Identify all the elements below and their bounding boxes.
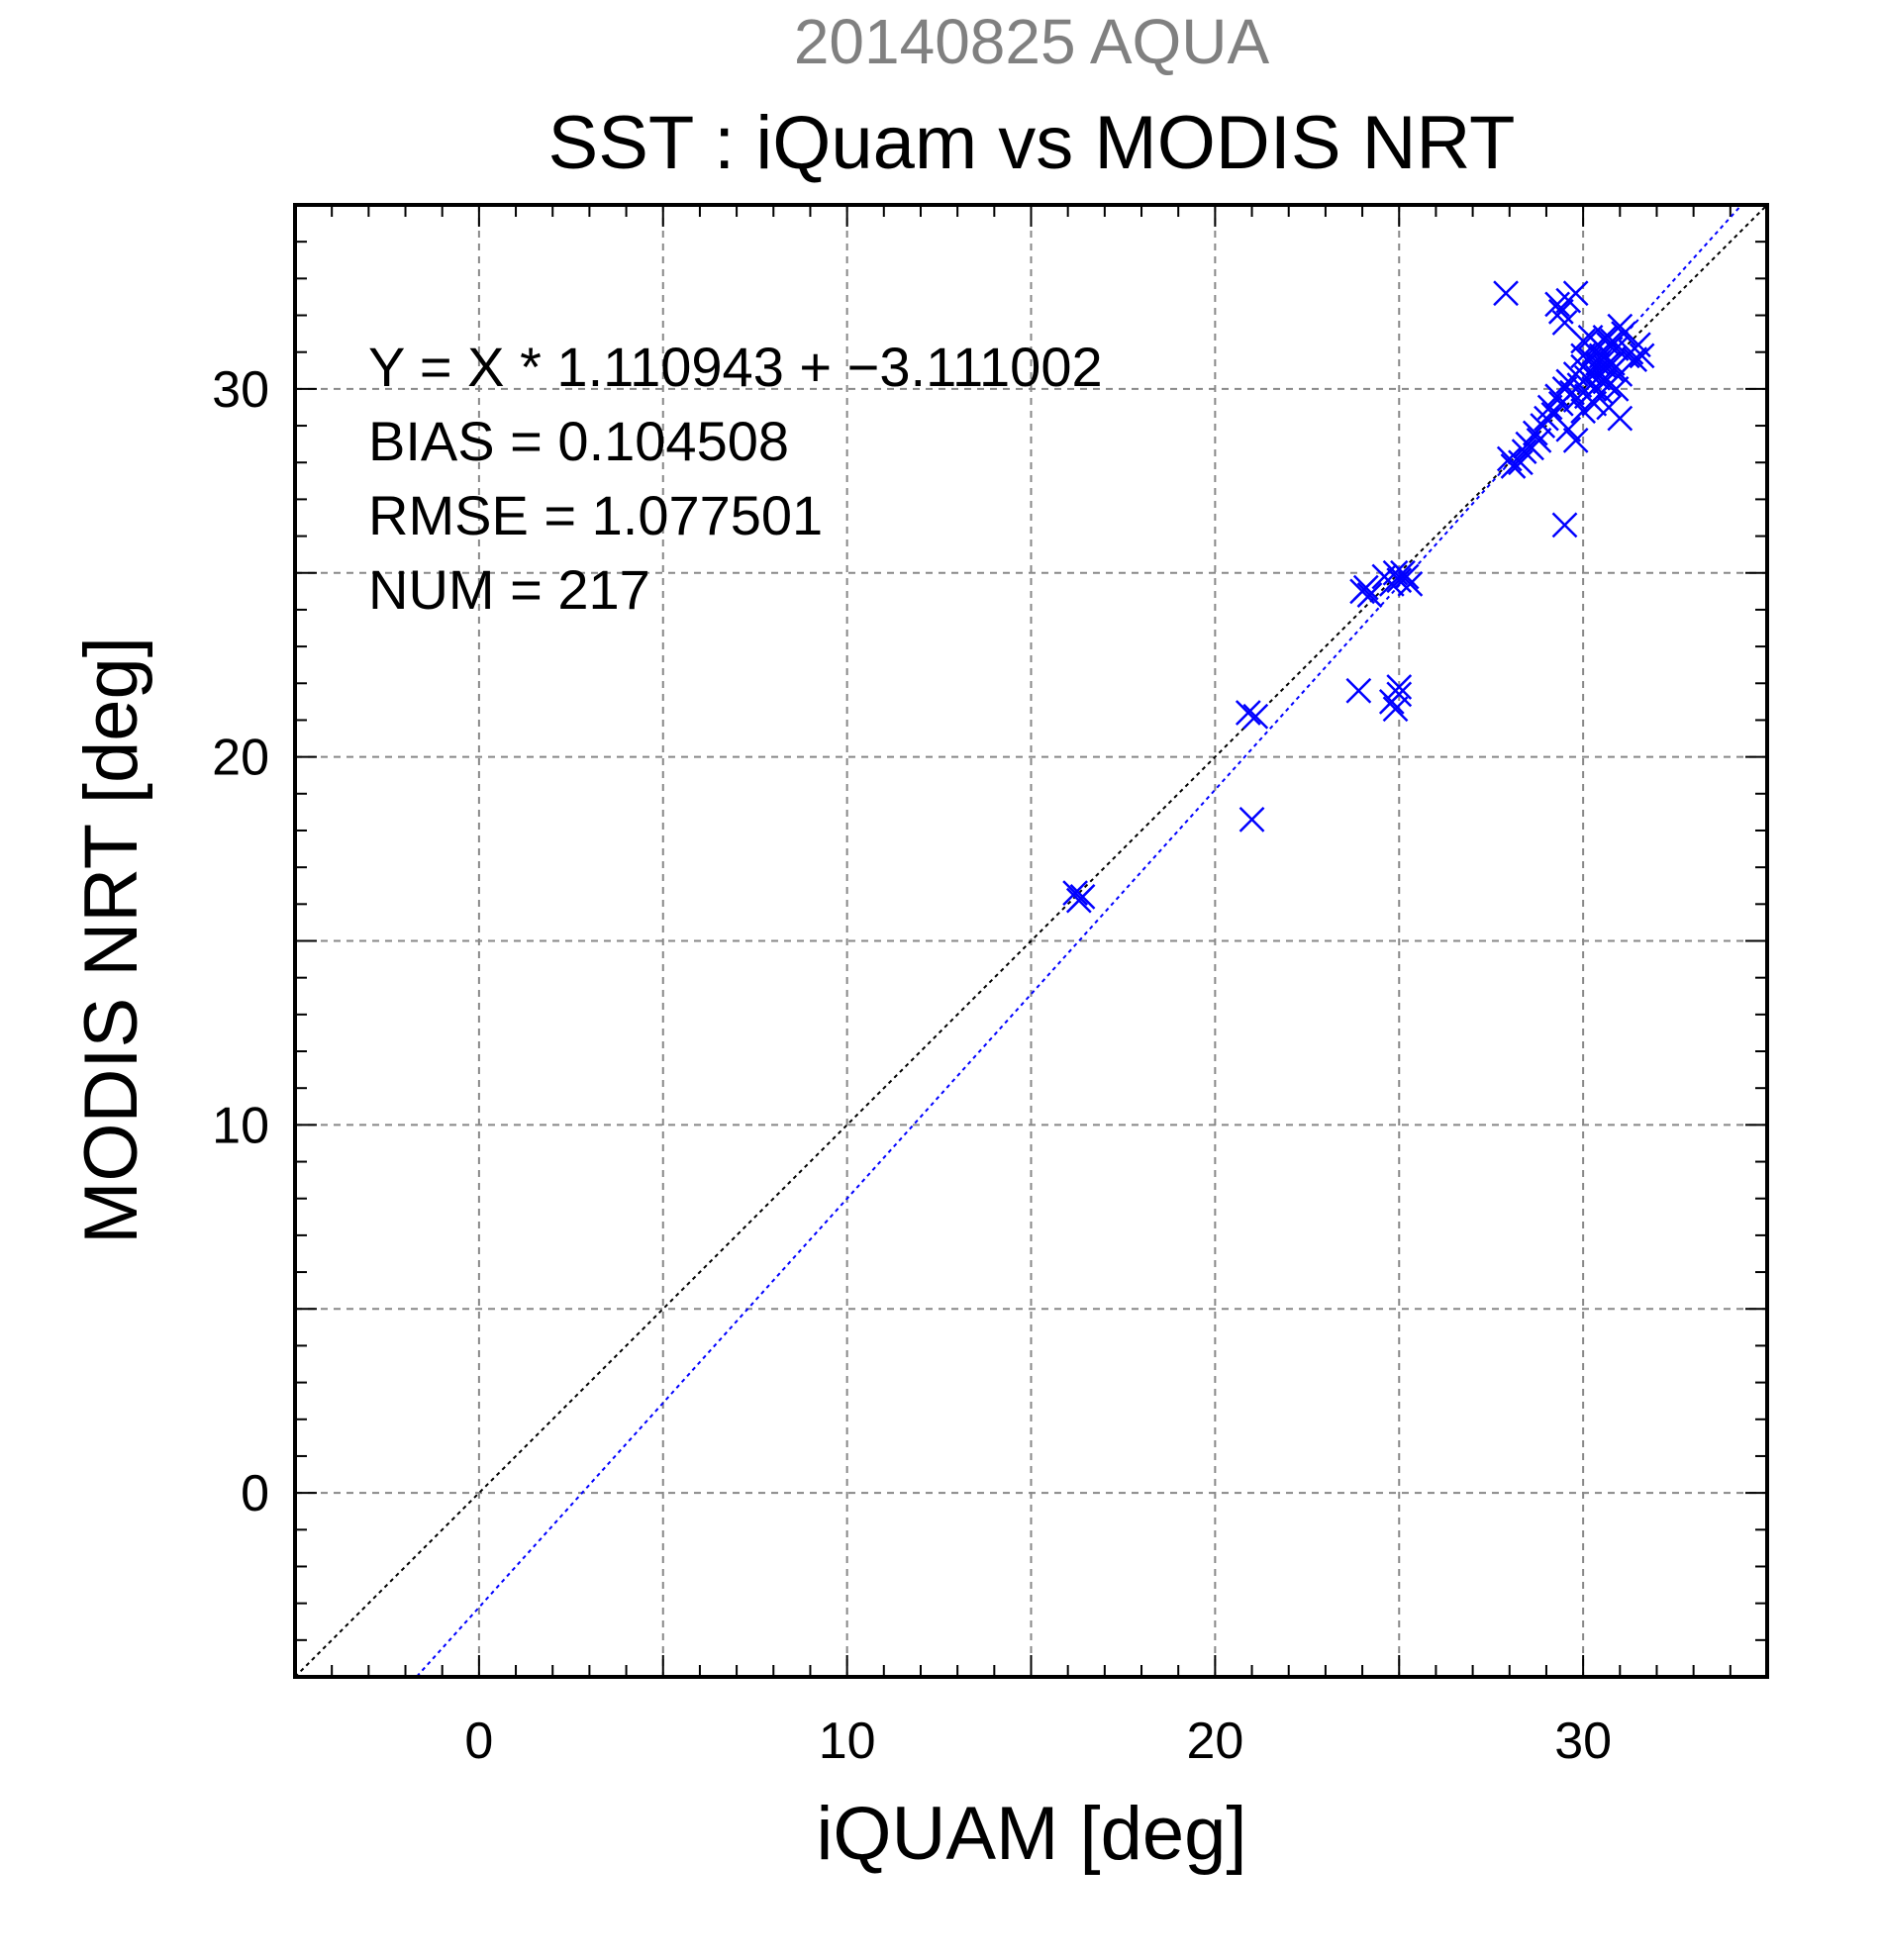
y-tick-label: 20 [212, 730, 269, 787]
data-point [1599, 357, 1626, 384]
data-point [1562, 280, 1589, 307]
x-axis-label: iQUAM [deg] [816, 1792, 1246, 1876]
y-tick-label: 0 [241, 1465, 269, 1522]
data-point [1592, 353, 1619, 380]
data-point [1622, 346, 1648, 373]
data-point [1062, 880, 1088, 907]
tick-labels: 0 10 20 30 0 10 20 30 [212, 361, 1612, 1770]
data-point [1592, 324, 1619, 350]
num-stat: NUM = 217 [368, 558, 650, 621]
data-points [1062, 280, 1655, 914]
data-point [1397, 571, 1424, 597]
data-point [1386, 674, 1413, 700]
regression-equation: Y = X * 1.110943 + −3.111002 [368, 336, 1103, 398]
data-point [1356, 582, 1383, 608]
data-point [1235, 700, 1261, 726]
data-point [1238, 806, 1265, 833]
data-point [1607, 405, 1634, 432]
data-point [1382, 696, 1409, 723]
data-point [1629, 343, 1655, 369]
data-point [1526, 428, 1552, 453]
grid [295, 205, 1767, 1677]
x-tick-label: 0 [464, 1713, 493, 1770]
data-point [1352, 574, 1379, 601]
regression-line [415, 205, 1743, 1677]
y-tick-label: 30 [212, 361, 269, 419]
data-point [1577, 361, 1604, 387]
data-point [1585, 364, 1611, 391]
data-point [1386, 681, 1413, 708]
data-point [1555, 416, 1582, 442]
chart-title: SST : iQuam vs MODIS NRT [548, 101, 1516, 185]
data-point [1562, 428, 1589, 453]
data-point [1599, 328, 1626, 354]
data-point [1242, 703, 1269, 730]
plot-frame [293, 203, 1769, 1679]
data-point [1551, 512, 1578, 539]
x-tick-label: 30 [1554, 1713, 1612, 1770]
y-tick-label: 10 [212, 1097, 269, 1154]
x-tick-label: 20 [1186, 1713, 1243, 1770]
y-axis-label: MODIS NRT [deg] [69, 637, 153, 1244]
data-point [1493, 280, 1519, 307]
data-point [1607, 313, 1634, 340]
rmse-stat: RMSE = 1.077501 [368, 484, 823, 546]
data-point [1065, 887, 1092, 914]
data-point [1390, 559, 1416, 586]
x-tick-label: 10 [819, 1713, 876, 1770]
bias-stat: BIAS = 0.104508 [368, 410, 789, 472]
data-point [1511, 439, 1537, 464]
data-point [1345, 677, 1372, 704]
data-point [1544, 291, 1570, 318]
data-point [1570, 343, 1597, 369]
chart-suptitle: 20140825 AQUA [794, 6, 1270, 77]
